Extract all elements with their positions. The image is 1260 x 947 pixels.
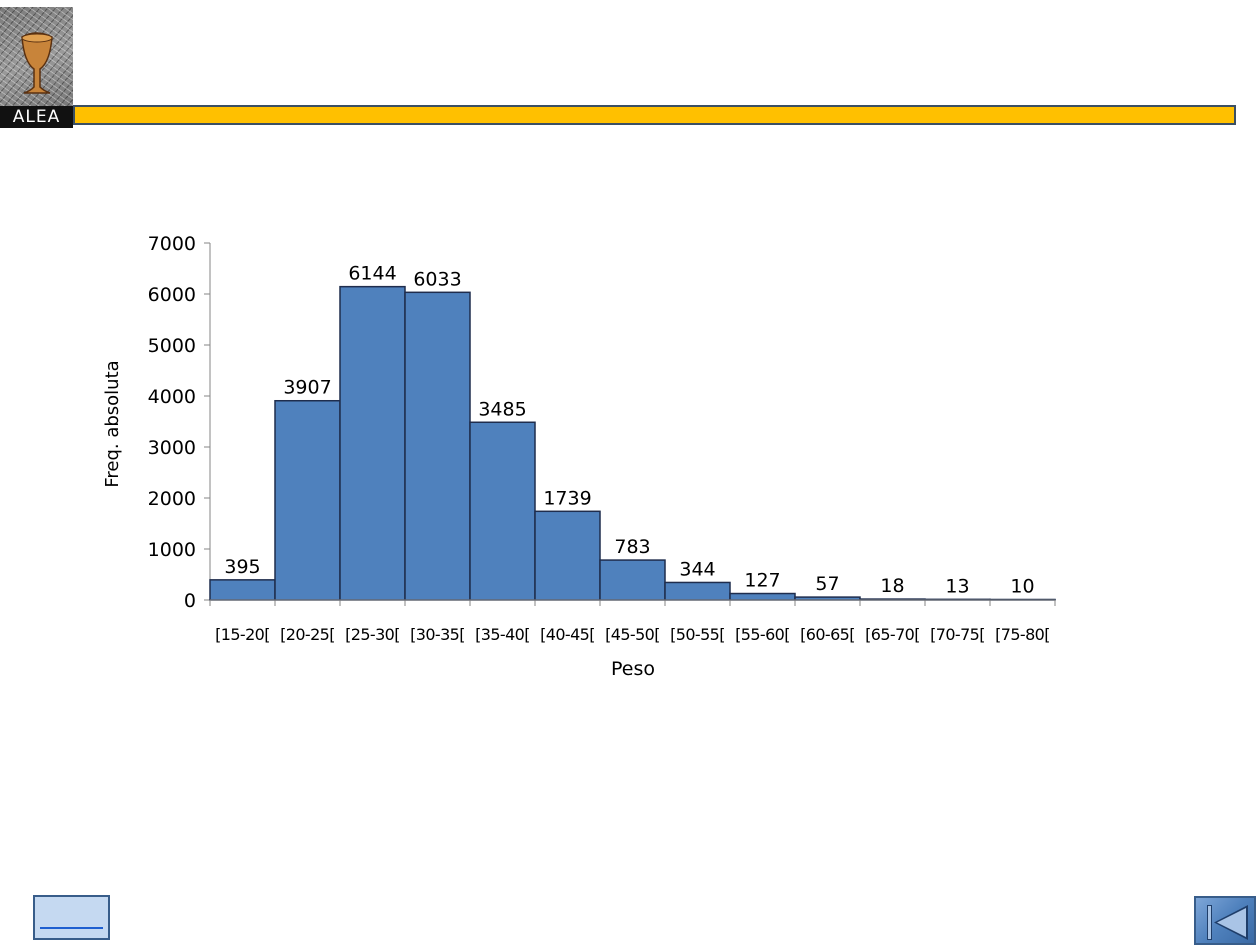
y-tick-label: 5000 xyxy=(148,335,196,357)
y-axis-title: Freq. absoluta xyxy=(102,360,123,487)
y-tick-label: 4000 xyxy=(148,386,196,408)
chalice-icon xyxy=(21,32,53,94)
y-tick-label: 0 xyxy=(184,590,196,612)
x-tick-label: [65-70[ xyxy=(865,625,920,644)
x-tick-label: [30-35[ xyxy=(410,625,465,644)
data-label: 1739 xyxy=(543,487,591,509)
data-label: 57 xyxy=(815,573,839,595)
x-tick-label: [15-20[ xyxy=(215,625,270,644)
x-tick-label: [40-45[ xyxy=(540,625,595,644)
data-label: 344 xyxy=(679,558,715,580)
data-label: 6144 xyxy=(348,263,396,285)
alea-logo: ALEA xyxy=(0,7,73,128)
histogram-bar xyxy=(339,285,406,601)
logo-text: ALEA xyxy=(0,106,73,128)
x-tick-label: [45-50[ xyxy=(605,625,660,644)
x-tick-label: [70-75[ xyxy=(930,625,985,644)
data-label: 783 xyxy=(614,536,650,558)
y-tick-label: 7000 xyxy=(148,233,196,255)
histogram-bar xyxy=(404,291,471,601)
histogram-bar xyxy=(469,421,536,601)
data-label: 18 xyxy=(880,575,904,597)
x-tick-label: [25-30[ xyxy=(345,625,400,644)
data-label: 3907 xyxy=(283,377,331,399)
x-tick-label: [75-80[ xyxy=(995,625,1050,644)
histogram-bar xyxy=(274,399,341,601)
underline-link-icon xyxy=(40,927,103,929)
x-tick-label: [60-65[ xyxy=(800,625,855,644)
y-tick-label: 6000 xyxy=(148,284,196,306)
histogram-bar xyxy=(664,581,731,601)
histogram-bar xyxy=(729,592,796,601)
x-tick-label: [55-60[ xyxy=(735,625,790,644)
underline-link-button[interactable] xyxy=(33,895,110,940)
data-label: 3485 xyxy=(478,398,526,420)
histogram-bar xyxy=(599,559,666,601)
y-tick-label: 1000 xyxy=(148,539,196,561)
data-label: 13 xyxy=(945,575,969,597)
x-axis-title: Peso xyxy=(611,658,655,680)
x-tick-label: [20-25[ xyxy=(280,625,335,644)
data-label: 10 xyxy=(1010,575,1034,597)
data-label: 127 xyxy=(744,570,780,592)
y-tick-label: 3000 xyxy=(148,437,196,459)
skip-to-first-icon xyxy=(1207,905,1248,940)
histogram-bar xyxy=(534,510,601,601)
header-bar xyxy=(73,105,1236,125)
data-label: 395 xyxy=(224,556,260,578)
x-tick-label: [50-55[ xyxy=(670,625,725,644)
x-tick-label: [35-40[ xyxy=(475,625,530,644)
data-label: 6033 xyxy=(413,268,461,290)
y-tick-label: 2000 xyxy=(148,488,196,510)
histogram-bar xyxy=(209,579,276,601)
first-slide-button[interactable] xyxy=(1194,896,1256,945)
